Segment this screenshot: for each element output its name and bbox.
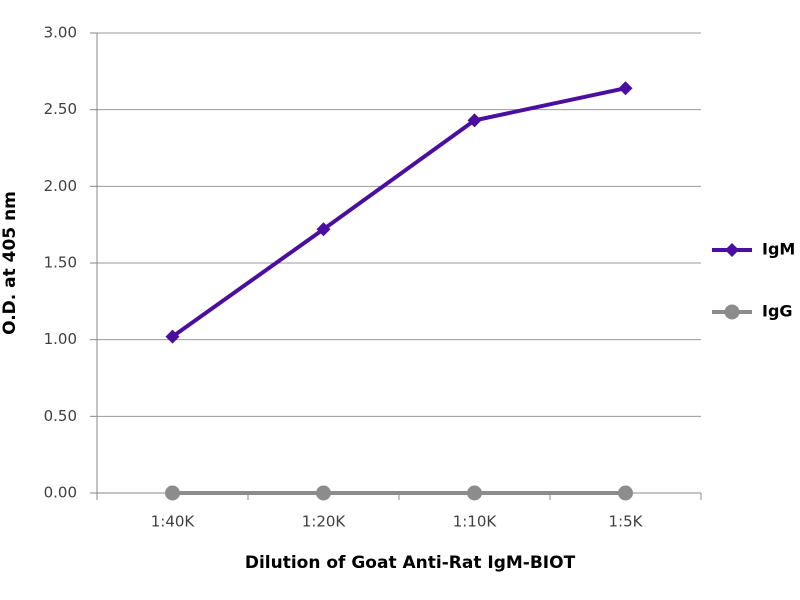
legend-marker: [724, 304, 740, 320]
legend-marker: [725, 243, 739, 257]
x-tick-label: 1:10K: [453, 513, 498, 531]
data-point: [467, 485, 482, 501]
data-point: [467, 113, 482, 128]
data-point: [618, 485, 633, 501]
data-point: [316, 222, 331, 237]
data-point: [316, 485, 331, 501]
y-tick-label: 0.00: [44, 484, 77, 502]
y-tick-label: 2.00: [44, 177, 77, 195]
series-line: [171, 86, 626, 339]
data-point: [618, 81, 633, 96]
x-tick-label: 1:20K: [302, 513, 347, 531]
y-axis-title: O.D. at 405 nm: [0, 191, 20, 335]
legend-label: IgM: [762, 240, 795, 259]
y-tick-label: 1.50: [44, 254, 77, 272]
y-tick-label: 1.00: [44, 330, 77, 348]
y-tick-label: 3.00: [44, 24, 77, 42]
x-tick-label: 1:5K: [609, 513, 644, 531]
data-point: [165, 329, 180, 344]
y-tick-label: 0.50: [44, 407, 77, 425]
x-tick-label: 1:40K: [151, 513, 196, 531]
legend-label: IgG: [762, 302, 793, 321]
data-point: [165, 485, 180, 501]
x-axis-title: Dilution of Goat Anti-Rat IgM-BIOT: [245, 553, 576, 573]
y-tick-label: 2.50: [44, 100, 77, 118]
